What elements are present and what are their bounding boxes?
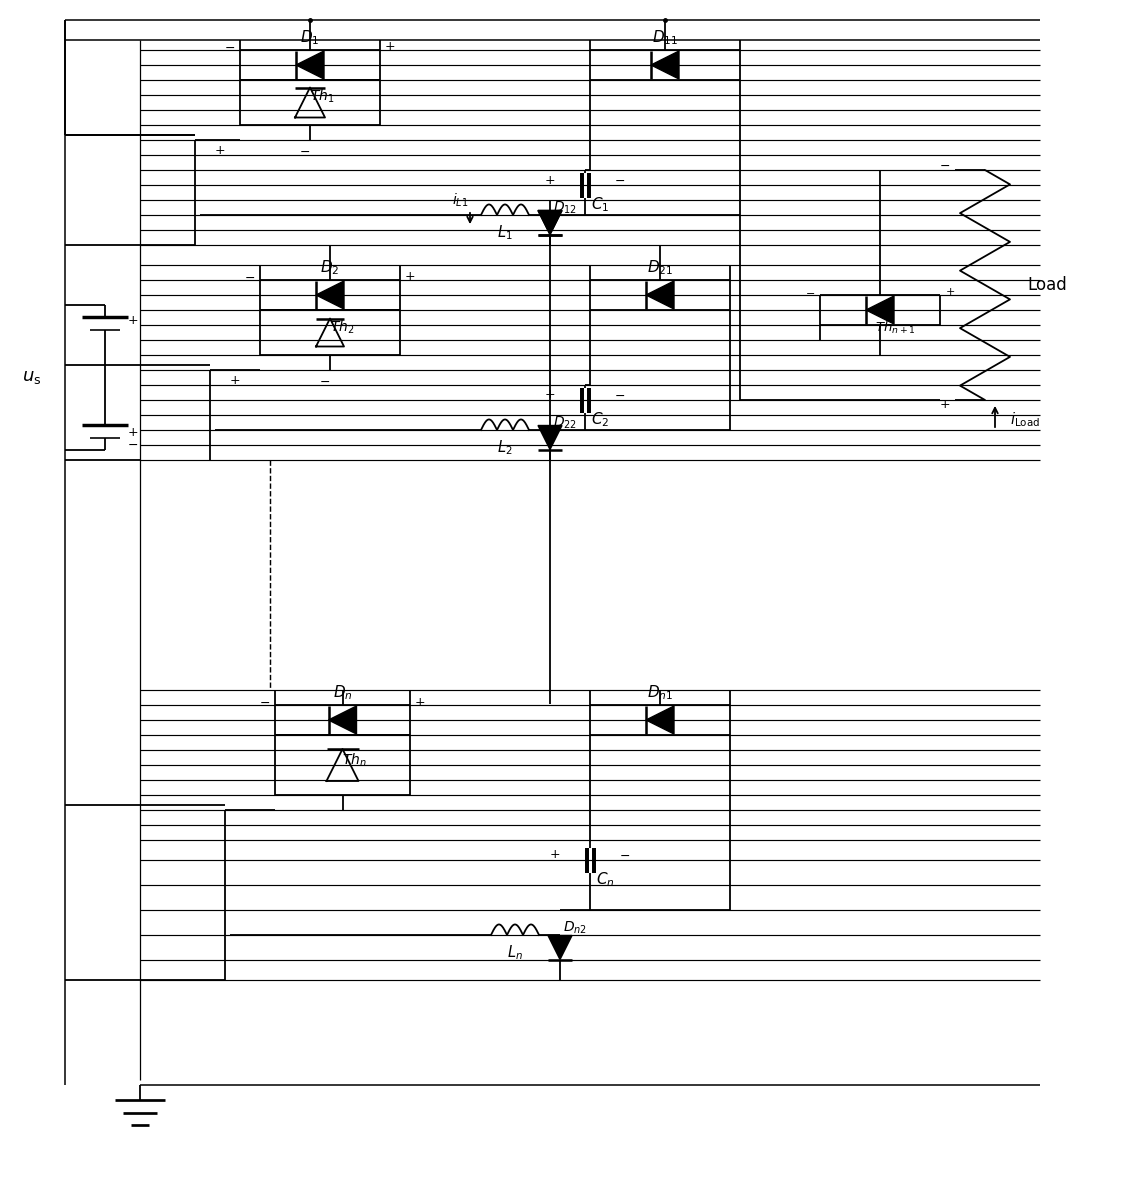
Text: $i_{\rm Load}$: $i_{\rm Load}$ [1010,411,1039,430]
Text: $Th_{1}$: $Th_{1}$ [310,88,334,105]
Text: $D_{{22}}$: $D_{{22}}$ [553,415,577,431]
Text: $-$: $-$ [805,287,815,296]
Text: $-$: $-$ [619,848,630,862]
Polygon shape [646,706,674,734]
Polygon shape [296,51,324,79]
Text: +: + [544,174,556,187]
Text: $+$: $+$ [404,270,416,283]
Text: $+$: $+$ [415,695,426,708]
Polygon shape [548,935,573,959]
Text: $Th_{2}$: $Th_{2}$ [329,319,354,337]
Text: $D_{{12}}$: $D_{{12}}$ [553,200,577,217]
Text: $D_{{n1}}$: $D_{{n1}}$ [646,683,674,702]
Polygon shape [538,211,562,234]
Text: $-$: $-$ [127,438,139,451]
Text: $+$: $+$ [384,40,395,54]
Polygon shape [316,281,344,309]
Polygon shape [328,706,357,734]
Text: +: + [550,848,560,862]
Text: $D_{{n2}}$: $D_{{n2}}$ [563,920,587,937]
Text: $D_{n}$: $D_{n}$ [333,683,352,702]
Text: $-$: $-$ [259,695,270,708]
Text: $+$: $+$ [945,286,955,298]
Text: +: + [544,388,556,401]
Text: $-$: $-$ [615,174,626,187]
Text: $-$: $-$ [300,144,310,157]
Text: $Th_{n}$: $Th_{n}$ [342,751,367,769]
Text: $-$: $-$ [615,388,626,401]
Text: $-$: $-$ [244,270,256,283]
Text: +: + [127,426,139,438]
Text: $-$: $-$ [225,40,235,54]
Text: $D_{{21}}$: $D_{{21}}$ [646,258,674,277]
Polygon shape [538,211,562,234]
Text: $D_{{11}}$: $D_{{11}}$ [652,29,678,48]
Text: $u_{\rm s}$: $u_{\rm s}$ [23,369,42,387]
Polygon shape [651,51,679,79]
Polygon shape [866,296,894,324]
Text: $Th_{{n+1}}$: $Th_{{n+1}}$ [875,320,916,336]
Text: $C_{2}$: $C_{2}$ [591,411,609,430]
Text: $C_{1}$: $C_{1}$ [591,195,609,214]
Text: $D_{1}$: $D_{1}$ [300,29,319,48]
Text: $L_{n}$: $L_{n}$ [507,944,523,963]
Polygon shape [646,281,674,309]
Text: Load: Load [1027,276,1067,294]
Polygon shape [538,426,562,450]
Text: +: + [215,144,225,157]
Text: $C_{n}$: $C_{n}$ [595,871,615,889]
Text: $+$: $+$ [939,399,951,412]
Text: $L_{2}$: $L_{2}$ [498,439,512,457]
Text: $-$: $-$ [319,375,331,388]
Text: +: + [127,313,139,326]
Text: $D_{2}$: $D_{2}$ [320,258,340,277]
Text: $i_{{L1}}$: $i_{{L1}}$ [452,192,468,208]
Text: +: + [229,375,241,388]
Text: $-$: $-$ [939,158,951,171]
Text: $L_{1}$: $L_{1}$ [498,224,512,243]
